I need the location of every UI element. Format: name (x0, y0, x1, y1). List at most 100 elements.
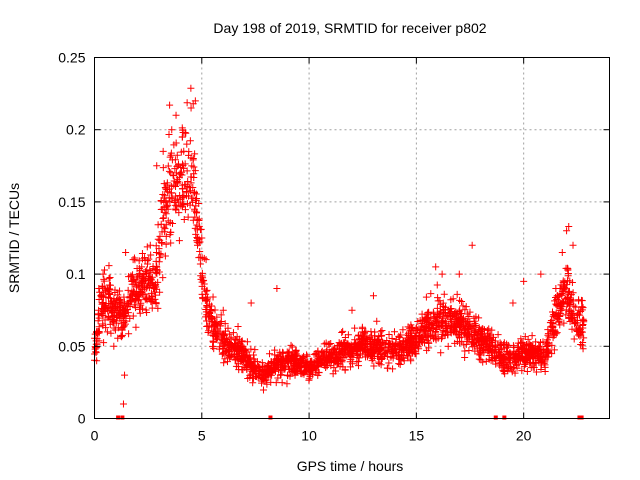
data-point (381, 349, 389, 357)
data-point (173, 178, 181, 186)
data-point (259, 386, 267, 394)
data-point (278, 379, 286, 387)
data-point (225, 352, 233, 360)
data-point (159, 164, 167, 172)
data-point (217, 317, 225, 325)
data-point (129, 288, 137, 296)
data-point (496, 362, 504, 370)
data-point (447, 310, 455, 318)
data-point (573, 327, 581, 335)
data-point (470, 331, 478, 339)
data-point (147, 251, 155, 259)
data-point (525, 345, 533, 353)
data-point (439, 326, 447, 334)
data-point (547, 328, 555, 336)
data-point (232, 346, 240, 354)
chart-title: Day 198 of 2019, SRMTID for receiver p80… (213, 20, 486, 36)
data-point (209, 328, 217, 336)
data-point (290, 362, 298, 370)
data-point (121, 371, 129, 379)
data-point (105, 262, 113, 270)
data-point (124, 286, 132, 294)
data-point (191, 97, 199, 105)
data-point (508, 365, 516, 373)
data-point (464, 317, 472, 325)
data-point (543, 336, 551, 344)
data-point (136, 309, 144, 317)
data-point (464, 337, 472, 345)
data-point (180, 193, 188, 201)
data-point (109, 300, 117, 308)
data-point (456, 334, 464, 342)
data-point (552, 285, 560, 293)
data-point (157, 250, 165, 258)
data-point (370, 352, 378, 360)
data-point (468, 324, 476, 332)
data-point (496, 351, 504, 359)
data-point (423, 336, 431, 344)
data-point (529, 363, 537, 371)
data-point (165, 167, 173, 175)
data-point (423, 314, 431, 322)
data-point (488, 326, 496, 334)
data-point (288, 351, 296, 359)
data-point (447, 304, 455, 312)
data-point (183, 99, 191, 107)
data-point (102, 324, 110, 332)
data-point (565, 314, 573, 322)
data-point (441, 321, 449, 329)
data-point (147, 289, 155, 297)
data-point (358, 346, 366, 354)
data-point (497, 340, 505, 348)
data-point (516, 357, 524, 365)
data-point (502, 415, 507, 420)
data-point (202, 256, 210, 264)
data-point (119, 400, 127, 408)
data-point (477, 356, 485, 364)
data-point (199, 277, 207, 285)
data-point (542, 343, 550, 351)
data-point (304, 363, 312, 371)
data-point (395, 360, 403, 368)
data-point (377, 346, 385, 354)
data-point (121, 320, 129, 328)
data-point (427, 333, 435, 341)
data-point (438, 319, 446, 327)
data-point (109, 318, 117, 326)
data-point (378, 331, 386, 339)
data-point (548, 322, 556, 330)
data-point (265, 361, 273, 369)
x-tick-label: 5 (198, 428, 206, 444)
data-point (146, 295, 154, 303)
data-point (205, 327, 213, 335)
data-point (325, 340, 333, 348)
data-point (306, 373, 314, 381)
data-point (548, 341, 556, 349)
data-point (144, 260, 152, 268)
data-point (240, 357, 248, 365)
data-point (233, 342, 241, 350)
data-point (179, 191, 187, 199)
data-point (100, 339, 108, 347)
data-point (172, 183, 180, 191)
data-point (394, 352, 402, 360)
data-point (279, 358, 287, 366)
data-point (126, 314, 134, 322)
data-point (377, 354, 385, 362)
data-point (132, 297, 140, 305)
data-point (106, 290, 114, 298)
data-point (458, 320, 466, 328)
data-point (422, 332, 430, 340)
data-point (558, 248, 566, 256)
data-point (191, 167, 199, 175)
data-point (233, 354, 241, 362)
data-point (129, 312, 137, 320)
data-point (281, 362, 289, 370)
data-point (515, 356, 523, 364)
data-point (371, 328, 379, 336)
data-point (237, 348, 245, 356)
data-point (341, 366, 349, 374)
data-point (203, 302, 211, 310)
data-point (289, 368, 297, 376)
data-point (164, 162, 172, 170)
